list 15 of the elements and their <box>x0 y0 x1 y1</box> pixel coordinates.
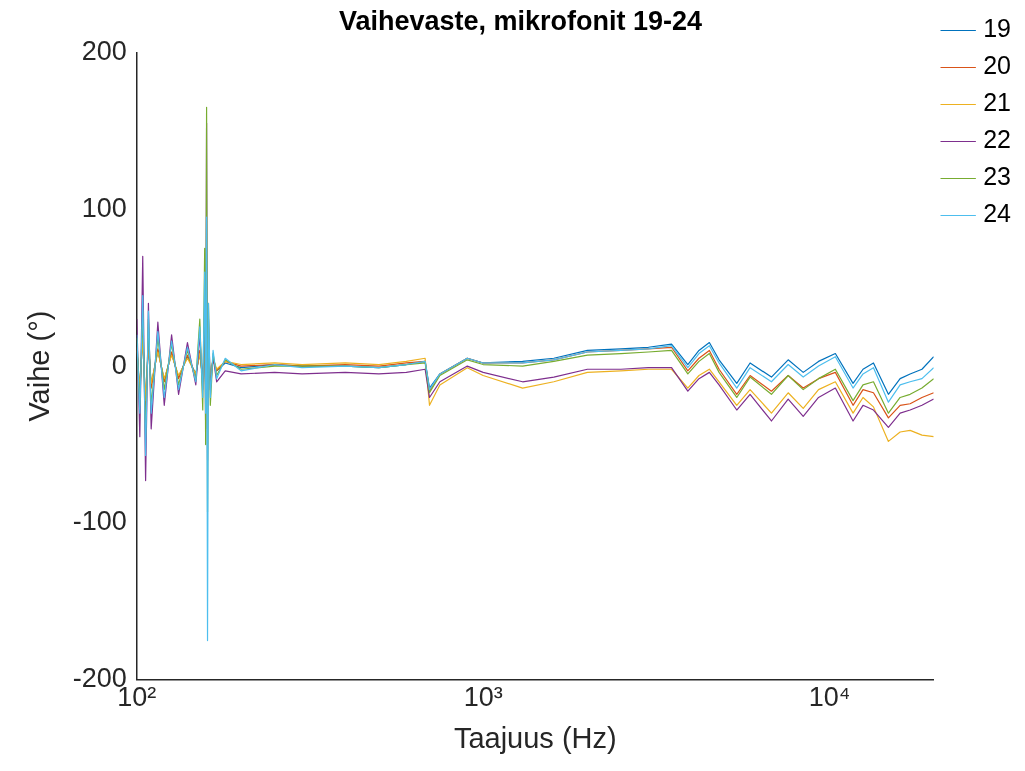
y-axis-title: Vaihe (°) <box>23 310 56 422</box>
x-axis-title: Taajuus (Hz) <box>453 721 617 754</box>
y-tick-label: 200 <box>81 35 127 66</box>
y-tick-label: -100 <box>72 506 127 537</box>
legend-label: 22 <box>983 125 1011 154</box>
x-tick-label: 10⁴ <box>808 682 851 713</box>
legend-label: 23 <box>983 162 1011 191</box>
x-tick-label: 10³ <box>463 682 503 713</box>
chart-title: Vaihevaste, mikrofonit 19-24 <box>338 5 703 36</box>
legend-label: 21 <box>983 88 1011 117</box>
y-tick-label: 100 <box>81 192 127 223</box>
legend-label: 19 <box>983 14 1011 43</box>
y-tick-label: 0 <box>111 349 127 380</box>
legend-label: 20 <box>983 51 1011 80</box>
legend-label: 24 <box>983 199 1012 228</box>
